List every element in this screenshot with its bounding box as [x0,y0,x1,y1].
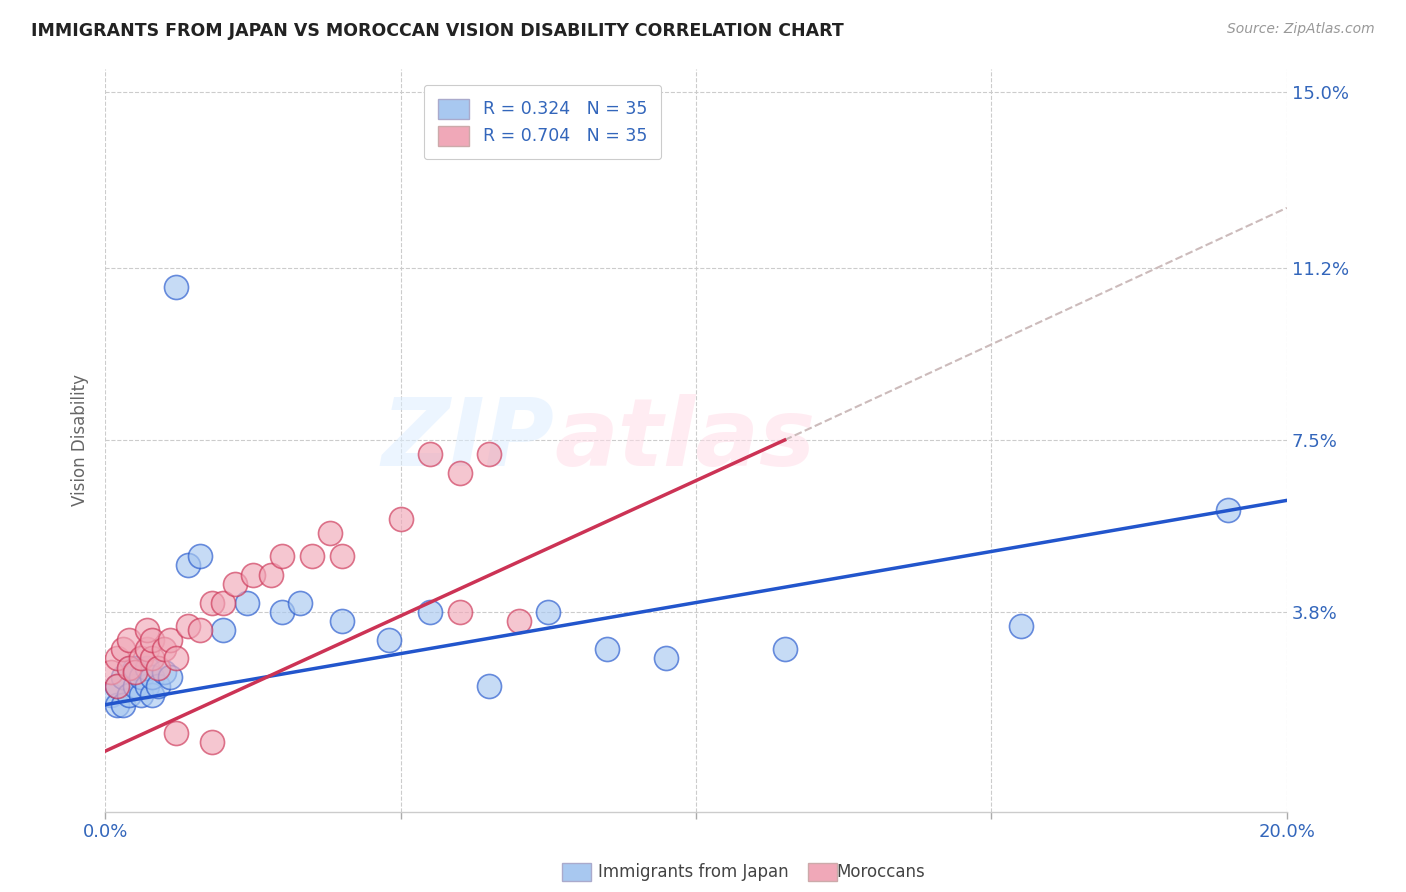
Point [141,689,163,703]
Point [105,651,128,665]
Point [111,642,134,657]
Point [478,447,501,461]
Point [212,596,235,610]
Point [124,660,146,674]
Text: Moroccans: Moroccans [837,863,925,881]
Point [159,670,181,684]
Point [478,679,501,693]
Point [165,651,187,665]
Point [105,698,128,712]
Point [129,651,152,665]
Point [288,596,311,610]
Y-axis label: Vision Disability: Vision Disability [72,374,89,506]
Point [118,632,141,647]
Point [596,642,619,657]
Point [100,689,122,703]
Point [236,596,259,610]
Point [124,665,146,680]
Point [200,596,222,610]
Point [301,549,323,563]
Point [135,642,157,657]
Point [212,624,235,638]
Point [153,665,176,680]
Point [118,660,141,674]
Point [188,624,211,638]
Point [111,698,134,712]
Point [224,577,246,591]
Point [118,689,141,703]
Point [124,679,146,693]
Point [1216,502,1239,516]
Point [242,567,264,582]
Point [141,651,163,665]
Point [259,567,281,582]
Point [148,679,170,693]
Point [508,614,530,628]
Point [129,689,152,703]
Point [105,679,128,693]
Point [449,466,471,480]
Point [118,660,141,674]
Point [177,558,200,573]
Text: ZIP: ZIP [381,394,554,486]
Point [419,447,441,461]
Point [159,632,181,647]
Point [165,279,187,293]
Point [330,614,353,628]
Point [105,679,128,693]
Point [188,549,211,563]
Point [129,670,152,684]
Point [378,632,401,647]
Point [141,670,163,684]
Point [271,549,294,563]
Point [271,605,294,619]
Point [135,624,157,638]
Legend: R = 0.324   N = 35, R = 0.704   N = 35: R = 0.324 N = 35, R = 0.704 N = 35 [423,85,661,160]
Text: IMMIGRANTS FROM JAPAN VS MOROCCAN VISION DISABILITY CORRELATION CHART: IMMIGRANTS FROM JAPAN VS MOROCCAN VISION… [31,22,844,40]
Point [1010,619,1032,633]
Point [655,651,678,665]
Point [389,512,412,526]
Text: Source: ZipAtlas.com: Source: ZipAtlas.com [1227,22,1375,37]
Point [319,525,342,540]
Point [177,619,200,633]
Point [200,735,222,749]
Point [537,605,560,619]
Point [141,632,163,647]
Point [111,670,134,684]
Point [449,605,471,619]
Point [100,665,122,680]
Point [419,605,441,619]
Text: Immigrants from Japan: Immigrants from Japan [598,863,789,881]
Point [135,679,157,693]
Point [165,725,187,739]
Point [148,660,170,674]
Point [330,549,353,563]
Point [135,660,157,674]
Point [153,642,176,657]
Text: atlas: atlas [554,394,815,486]
Point [773,642,796,657]
